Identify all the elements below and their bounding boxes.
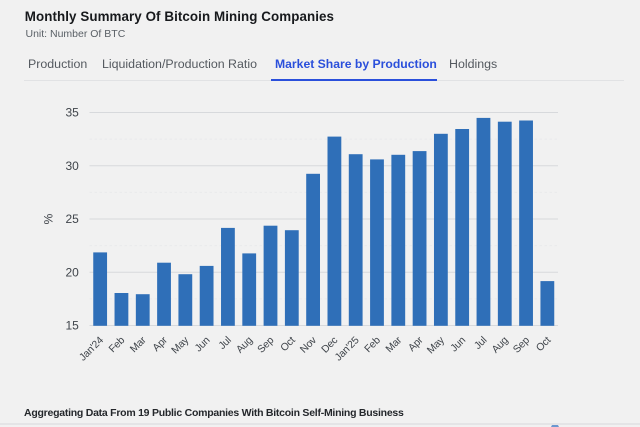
- svg-text:Apr: Apr: [151, 335, 170, 354]
- svg-text:Apr: Apr: [407, 335, 426, 354]
- svg-text:Nov: Nov: [298, 334, 319, 355]
- svg-text:%: %: [42, 213, 56, 224]
- svg-text:May: May: [170, 334, 192, 356]
- svg-text:Jul: Jul: [473, 335, 490, 352]
- svg-text:Feb: Feb: [363, 335, 383, 355]
- svg-text:Oct: Oct: [534, 335, 553, 354]
- svg-text:Jun: Jun: [449, 335, 468, 354]
- svg-text:Oct: Oct: [279, 335, 298, 354]
- svg-text:Sep: Sep: [511, 335, 532, 356]
- svg-text:Aug: Aug: [490, 335, 511, 356]
- svg-text:May: May: [425, 334, 447, 356]
- svg-text:15: 15: [65, 319, 79, 333]
- svg-text:25: 25: [65, 212, 79, 226]
- svg-text:Aug: Aug: [235, 335, 256, 356]
- svg-text:Jan'25: Jan'25: [333, 335, 362, 364]
- svg-text:Mar: Mar: [129, 335, 150, 356]
- svg-text:Mar: Mar: [384, 335, 405, 356]
- svg-text:Jul: Jul: [217, 335, 234, 352]
- svg-text:35: 35: [65, 106, 79, 120]
- svg-text:20: 20: [65, 265, 79, 279]
- svg-text:30: 30: [65, 159, 79, 173]
- svg-text:Sep: Sep: [256, 335, 277, 356]
- svg-text:Jun: Jun: [193, 335, 212, 354]
- svg-text:Feb: Feb: [107, 335, 127, 355]
- svg-text:Jan'24: Jan'24: [78, 335, 107, 364]
